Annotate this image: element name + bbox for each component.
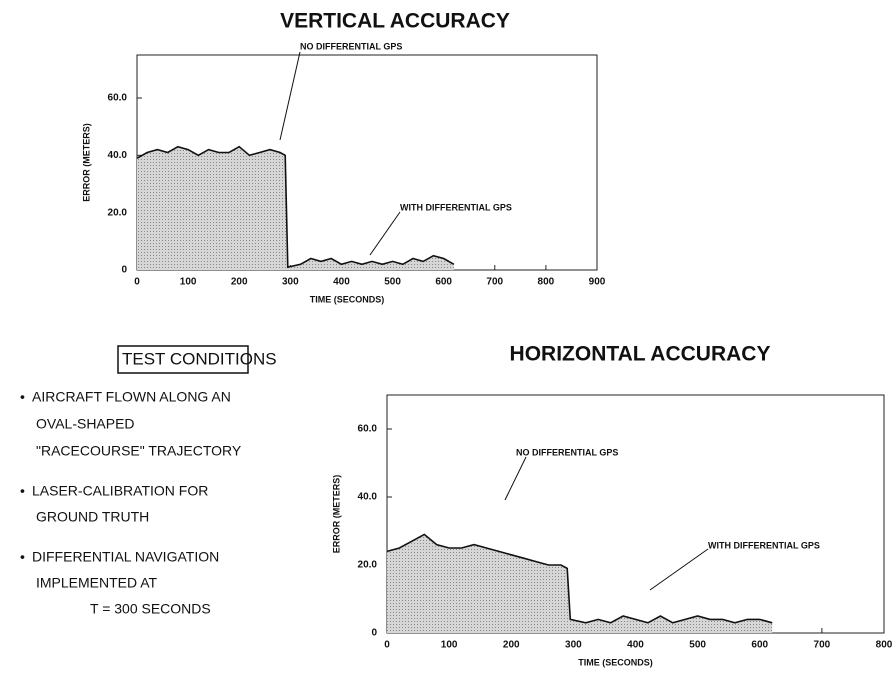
- y-tick-label: 0: [121, 265, 127, 276]
- chart-title: VERTICAL ACCURACY: [280, 10, 510, 33]
- y-tick-label: 60.0: [358, 424, 378, 435]
- y-tick-label: 20.0: [108, 207, 128, 218]
- area-fill: [137, 146, 454, 270]
- conditions-title: TEST CONDITIONS: [122, 349, 277, 368]
- condition-line: LASER-CALIBRATION FOR: [32, 483, 208, 499]
- x-tick-label: 700: [486, 277, 503, 288]
- y-tick-label: 60.0: [108, 93, 128, 104]
- bullet: •: [20, 389, 25, 405]
- series-line: [386, 533, 773, 624]
- condition-line: DIFFERENTIAL NAVIGATION: [32, 549, 219, 565]
- annotation-leader: [504, 456, 527, 501]
- x-tick-label: 700: [814, 640, 831, 651]
- y-axis-label: ERROR (METERS): [81, 123, 91, 202]
- annotation: NO DIFFERENTIAL GPS: [300, 41, 402, 51]
- x-tick-label: 300: [282, 277, 299, 288]
- annotation: WITH DIFFERENTIAL GPS: [400, 202, 512, 212]
- x-axis-label: TIME (SECONDS): [310, 294, 385, 304]
- y-tick-label: 0: [371, 628, 377, 639]
- annotation: NO DIFFERENTIAL GPS: [516, 447, 618, 457]
- x-tick-label: 400: [333, 277, 350, 288]
- y-tick-label: 20.0: [358, 560, 378, 571]
- x-tick-label: 300: [565, 640, 582, 651]
- y-axis-label: ERROR (METERS): [331, 475, 341, 554]
- conditions-box: [117, 345, 249, 374]
- x-tick-label: 0: [384, 640, 390, 651]
- x-tick-label: 100: [441, 640, 458, 651]
- x-tick-label: 900: [589, 277, 606, 288]
- condition-line: "RACECOURSE" TRAJECTORY: [36, 443, 242, 459]
- annotation-leader: [279, 51, 301, 141]
- bullet: •: [20, 483, 25, 499]
- annotation-leader: [369, 211, 401, 256]
- annotation: WITH DIFFERENTIAL GPS: [708, 540, 820, 550]
- area-fill: [387, 534, 773, 633]
- condition-line: OVAL-SHAPED: [36, 416, 135, 432]
- condition-line: GROUND TRUTH: [36, 509, 149, 525]
- chart-title: HORIZONTAL ACCURACY: [510, 343, 771, 366]
- x-tick-label: 800: [876, 640, 893, 651]
- annotation-leader: [649, 548, 709, 591]
- y-tick-label: 40.0: [358, 492, 378, 503]
- bullet: •: [20, 549, 25, 565]
- x-tick-label: 200: [503, 640, 520, 651]
- y-tick-label: 40.0: [108, 150, 128, 161]
- x-axis-label: TIME (SECONDS): [578, 657, 653, 667]
- x-tick-label: 500: [689, 640, 706, 651]
- x-tick-label: 600: [751, 640, 768, 651]
- x-tick-label: 0: [134, 277, 140, 288]
- series-line: [136, 145, 455, 269]
- x-tick-label: 500: [384, 277, 401, 288]
- x-tick-label: 200: [231, 277, 248, 288]
- x-tick-label: 400: [627, 640, 644, 651]
- condition-line: AIRCRAFT FLOWN ALONG AN: [32, 389, 231, 405]
- x-tick-label: 800: [538, 277, 555, 288]
- x-tick-label: 600: [435, 277, 452, 288]
- condition-line: T = 300 SECONDS: [90, 601, 211, 617]
- condition-line: IMPLEMENTED AT: [36, 575, 158, 591]
- x-tick-label: 100: [180, 277, 197, 288]
